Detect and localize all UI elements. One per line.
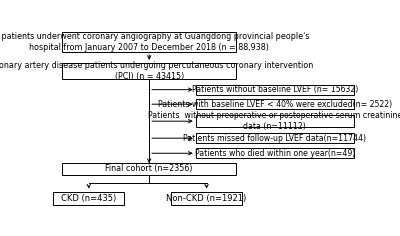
Text: Coronary artery disease patients undergoing percutaneous coronary intervention
(: Coronary artery disease patients undergo… xyxy=(0,61,313,81)
Bar xyxy=(196,133,354,143)
Text: Non-CKD (n=1921): Non-CKD (n=1921) xyxy=(166,194,247,202)
Text: Patients missed follow-up LVEF data(n=11744): Patients missed follow-up LVEF data(n=11… xyxy=(183,134,366,143)
Text: Patients who died within one year(n=49): Patients who died within one year(n=49) xyxy=(195,149,355,158)
Bar xyxy=(171,191,242,205)
Text: Patients without baseline LVEF (n= 15632): Patients without baseline LVEF (n= 15632… xyxy=(192,85,358,94)
Bar xyxy=(196,99,354,109)
Text: CKD (n=435): CKD (n=435) xyxy=(61,194,116,202)
Bar xyxy=(62,32,236,52)
Text: Final cohort (n=2356): Final cohort (n=2356) xyxy=(106,164,193,173)
Bar xyxy=(196,148,354,158)
Bar xyxy=(196,115,354,127)
Bar xyxy=(196,85,354,95)
Bar xyxy=(62,163,236,175)
Bar xyxy=(62,63,236,79)
Text: All patients underwent coronary angiography at Guangdong provincial people's
hos: All patients underwent coronary angiogra… xyxy=(0,32,309,52)
Text: Patients  without preoperative or postoperative serum creatinine
data (n=11112): Patients without preoperative or postope… xyxy=(148,111,400,131)
Text: Patients with baseline LVEF < 40% were excluded(n= 2522): Patients with baseline LVEF < 40% were e… xyxy=(158,100,392,109)
Bar xyxy=(53,191,124,205)
